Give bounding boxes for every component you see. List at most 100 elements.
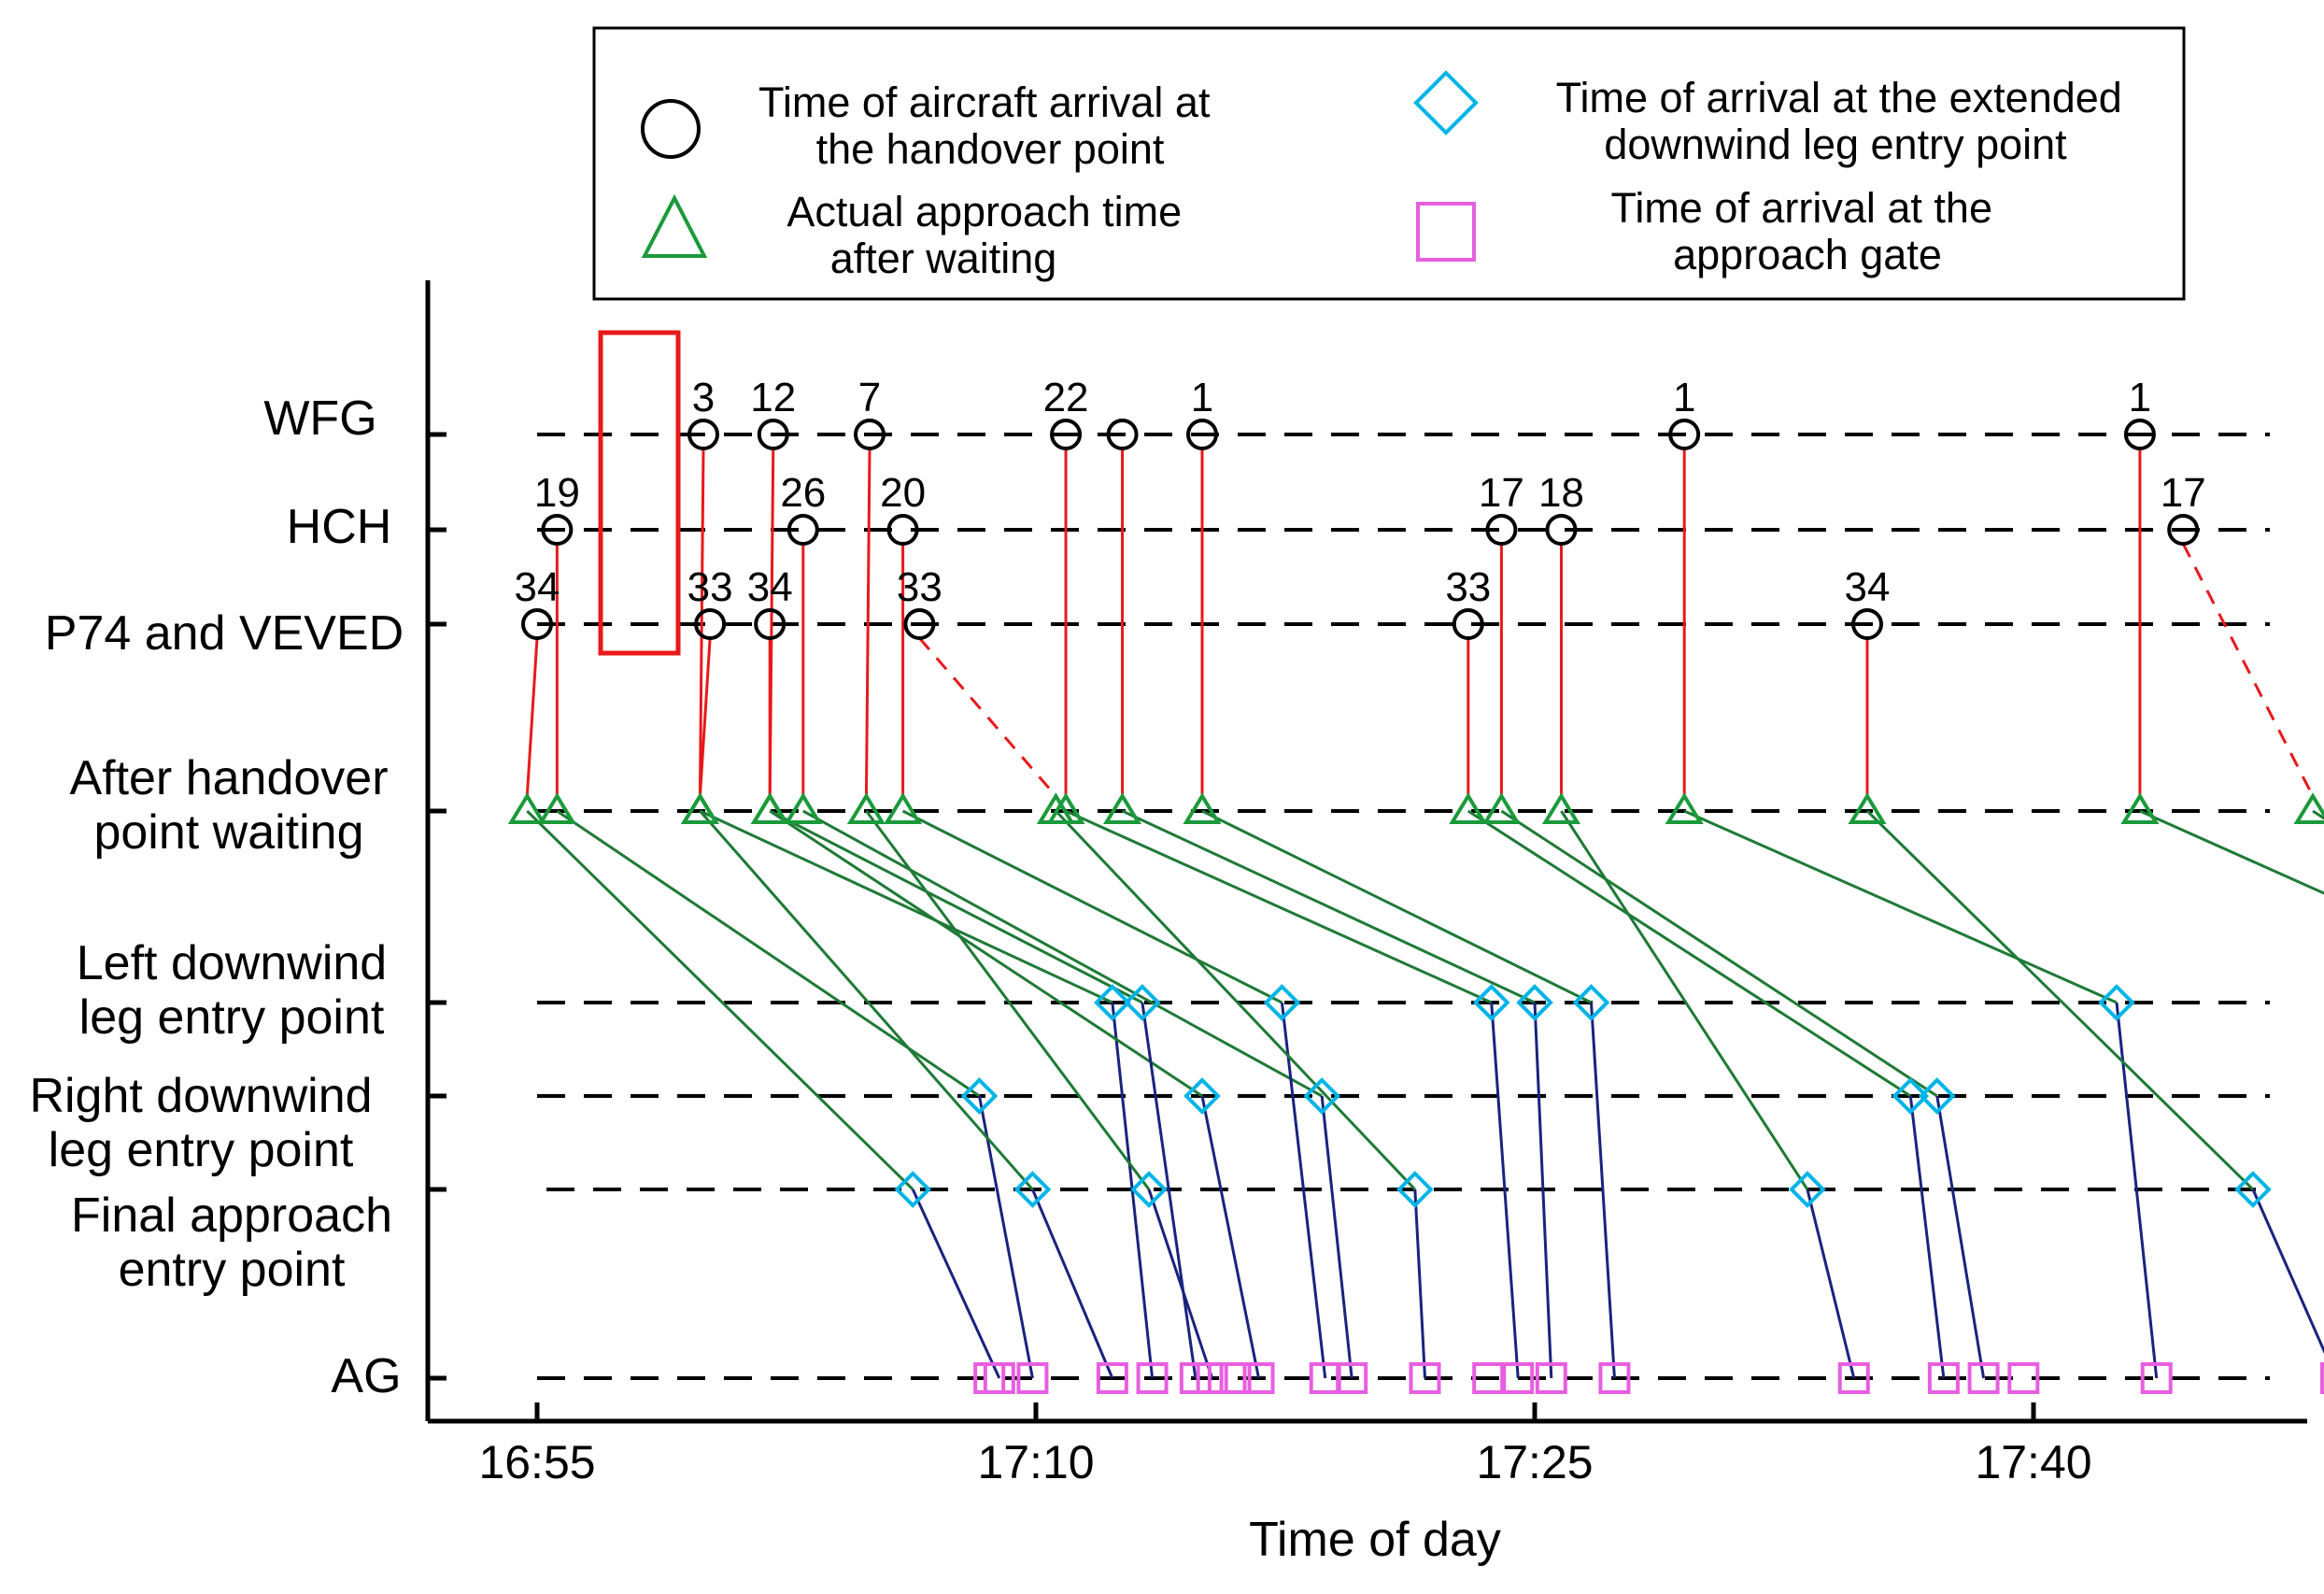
y-label-line: leg entry point [79, 990, 385, 1045]
entry-diamond-marker [2098, 984, 2135, 1021]
entry-diamond-marker [1572, 984, 1610, 1021]
axes: WFG HCH P74 and VEVED After handover point w… [29, 280, 2307, 1488]
gate-square-marker [1136, 1362, 1169, 1394]
gate-square-marker [2319, 1362, 2324, 1394]
approach-triangle-marker [537, 792, 576, 824]
gate-square-marker [1535, 1362, 1567, 1394]
entry-to-gate-link [1908, 1095, 1946, 1379]
entry-diamond-marker [1263, 984, 1301, 1021]
gate-square-marker [2140, 1362, 2173, 1394]
entry-diamond-marker [1918, 1077, 1956, 1115]
wait-to-entry-link [802, 809, 1323, 1098]
legend-diamond-line-2: downwind leg entry point [1604, 121, 2067, 168]
legend-square-label: Time of arrival at the approach gate [1611, 184, 2005, 278]
approach-triangle-marker [2120, 792, 2160, 824]
approach-triangle-marker [846, 792, 886, 824]
handover-to-wait-link [525, 637, 539, 797]
legend-triangle-marker [641, 193, 708, 258]
handover-circle-marker [541, 514, 574, 546]
flight-count-label: 26 [780, 470, 826, 516]
entry-diamond-marker [894, 1171, 932, 1208]
approach-triangle-marker [1481, 792, 1521, 824]
gate-square-marker [1967, 1362, 2000, 1394]
entry-to-gate-link [1533, 1002, 1553, 1379]
y-label-line: Right downwind [29, 1069, 372, 1123]
approach-triangle-marker [507, 792, 546, 824]
gate-square-marker [1409, 1362, 1441, 1394]
entry-diamond-marker [1516, 984, 1553, 1021]
entry-to-gate-link [1590, 1002, 1616, 1379]
gate-square-marker [1196, 1362, 1228, 1394]
legend-square-marker [1416, 202, 1476, 262]
flight-count-label: 33 [1445, 564, 1491, 610]
x-tick-label: 17:25 [1476, 1436, 1593, 1488]
y-label-wfg: WFG [263, 391, 376, 446]
wait-to-entry-link [526, 809, 914, 1191]
wait-to-entry-link [769, 809, 1143, 1004]
approach-triangle-marker [1665, 792, 1704, 824]
entry-to-gate-link [911, 1188, 1001, 1379]
gate-square-marker [2007, 1362, 2040, 1394]
legend-triangle-line-2: after waiting [830, 235, 1057, 282]
entry-to-gate-link [1147, 1188, 1214, 1379]
y-label-left: Left downwind leg entry point [77, 936, 387, 1045]
legend-circle-line-1: Time of aircraft arrival at [758, 78, 1211, 126]
gate-square-marker [1927, 1362, 1960, 1394]
y-label-line: leg entry point [49, 1123, 354, 1177]
handover-circle-marker [757, 419, 789, 450]
entry-to-gate-link [1490, 1002, 1520, 1379]
approach-triangle-marker [1183, 792, 1222, 824]
legend-triangle-line-1: Actual approach time [786, 188, 1182, 235]
y-label-ag: AG [331, 1349, 401, 1403]
x-tick-label: 16:55 [478, 1436, 595, 1488]
wait-to-entry-link [699, 810, 1034, 1190]
entry-to-gate-link [978, 1095, 1034, 1379]
flight-count-label: 34 [515, 564, 560, 610]
legend-frame [592, 26, 2186, 301]
entry-to-gate-link [1200, 1095, 1260, 1379]
y-label-line: entry point [119, 1243, 346, 1297]
entry-to-gate-link [1031, 1188, 1114, 1379]
flight-markers: 341933312342672033221331718134117342 [507, 375, 2324, 1394]
approach-triangle-marker [2293, 792, 2324, 824]
flight-count-label: 33 [897, 564, 942, 610]
handover-circle-marker [694, 608, 727, 640]
wait-to-entry-link [1560, 810, 1809, 1190]
entry-to-gate-link [2115, 1002, 2159, 1379]
entry-diamond-marker [1130, 1171, 1168, 1208]
wait-to-entry-link [2139, 809, 2324, 895]
y-label-p74: P74 and VEVED [45, 606, 404, 661]
legend-triangle-label: Actual approach time after waiting [786, 188, 1193, 282]
flight-count-label: 1 [1673, 375, 1695, 420]
reference-lines [537, 433, 2270, 1380]
flight-count-label: 34 [747, 564, 793, 610]
handover-circle-marker [2123, 419, 2156, 450]
approach-triangle-marker [1541, 792, 1581, 824]
wait-to-entry-link [1865, 809, 2255, 1191]
wait-to-entry-link [1500, 809, 1938, 1098]
handover-circle-marker [886, 514, 919, 546]
handover-circle-marker [521, 608, 553, 640]
legend-circle-line-2: the handover point [816, 125, 1165, 173]
handover-circle-marker [854, 419, 886, 450]
entry-diamond-marker [2234, 1171, 2272, 1208]
entry-to-gate-link [1806, 1188, 1856, 1379]
highlight-box [598, 330, 681, 656]
y-label-hch: HCH [287, 500, 392, 554]
entry-diamond-marker [960, 1077, 999, 1115]
entry-to-gate-link [1280, 1002, 1327, 1379]
flight-count-label: 20 [880, 470, 926, 516]
wait-to-entry-link [1467, 809, 1912, 1098]
gate-square-marker [1598, 1362, 1631, 1394]
handover-circle-marker [1186, 419, 1218, 450]
gate-square-marker [1309, 1362, 1341, 1394]
wait-to-entry-link [1055, 809, 1416, 1191]
wait-to-entry-link [1065, 809, 1493, 1004]
handover-to-wait-link [698, 448, 705, 797]
flight-count-label: 7 [858, 375, 881, 420]
wait-to-entry-link [769, 809, 1203, 1098]
handover-circle-marker [1668, 419, 1701, 450]
flight-count-label: 19 [534, 470, 580, 516]
entry-to-gate-link [1320, 1095, 1353, 1379]
gate-square-marker [1096, 1362, 1128, 1394]
